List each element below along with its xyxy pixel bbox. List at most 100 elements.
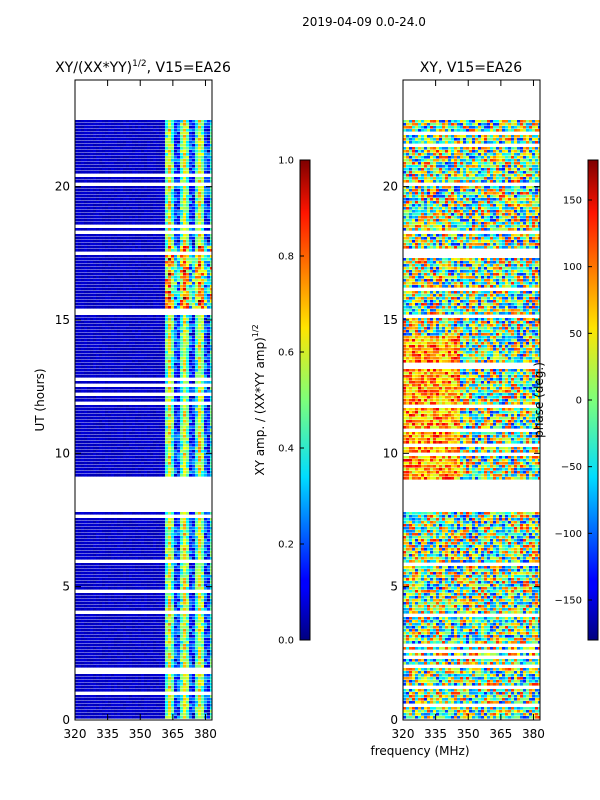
heatmap-cell [189,198,193,201]
heatmap-cell [120,219,124,222]
heatmap-cell [186,689,190,692]
heatmap-cell [114,219,118,222]
heatmap-cell [189,548,193,551]
heatmap-cell [87,605,91,608]
heatmap-cell [177,195,181,198]
heatmap-cell [108,695,112,698]
heatmap-cell [117,162,121,165]
heatmap-cell [87,545,91,548]
heatmap-cell [96,596,100,599]
heatmap-cell [153,153,157,156]
heatmap-cell [174,138,178,141]
heatmap-cell [183,147,187,150]
heatmap-cell [186,599,190,602]
heatmap-cell [99,201,103,204]
heatmap-cell [138,201,142,204]
heatmap-cell [96,560,100,563]
heatmap-cell [144,542,148,545]
heatmap-cell [207,566,211,569]
heatmap-cell [123,183,127,186]
heatmap-cell [117,174,121,177]
heatmap-cell [207,530,211,533]
heatmap-cell [99,566,103,569]
heatmap-cell [75,159,79,162]
heatmap-cell [102,680,106,683]
heatmap-cell [135,590,139,593]
heatmap-cell [105,710,109,713]
heatmap-cell [84,611,88,614]
heatmap-cell [102,219,106,222]
heatmap-cell [102,692,106,695]
heatmap-cell [180,213,184,216]
heatmap-cell [207,213,211,216]
heatmap-cell [81,602,85,605]
heatmap-cell [210,228,212,231]
heatmap-cell [90,135,94,138]
heatmap-cell [132,195,136,198]
heatmap-cell [201,611,205,614]
heatmap-cell [141,629,145,632]
heatmap-cell [93,665,97,668]
heatmap-cell [93,144,97,147]
heatmap-cell [210,557,212,560]
heatmap-cell [153,159,157,162]
heatmap-cell [165,548,169,551]
heatmap-cell [210,207,212,210]
heatmap-cell [204,192,208,195]
heatmap-cell [129,536,133,539]
heatmap-cell [180,671,184,674]
heatmap-cell [186,551,190,554]
heatmap-cell [210,599,212,602]
heatmap-cell [195,680,199,683]
heatmap-cell [117,662,121,665]
heatmap-cell [147,710,151,713]
heatmap-cell [162,692,166,695]
heatmap-cell [78,578,82,581]
heatmap-cell [147,668,151,671]
heatmap-cell [183,674,187,677]
heatmap-cell [192,225,196,228]
heatmap-cell [105,626,109,629]
heatmap-cell [111,695,115,698]
heatmap-cell [180,542,184,545]
heatmap-cell [132,662,136,665]
heatmap-cell [198,192,202,195]
heatmap-cell [171,180,175,183]
heatmap-cell [201,668,205,671]
heatmap-cell [156,144,160,147]
heatmap-cell [168,674,172,677]
heatmap-cell [84,686,88,689]
heatmap-cell [105,590,109,593]
heatmap-cell [162,569,166,572]
heatmap-cell [162,635,166,638]
heatmap-cell [135,192,139,195]
heatmap-cell [180,180,184,183]
heatmap-cell [186,650,190,653]
heatmap-cell [156,551,160,554]
heatmap-cell [144,656,148,659]
heatmap-cell [168,177,172,180]
heatmap-cell [84,668,88,671]
heatmap-cell [135,551,139,554]
heatmap-cell [189,593,193,596]
heatmap-cell [204,545,208,548]
heatmap-cell [81,150,85,153]
heatmap-cell [150,168,154,171]
heatmap-cell [93,207,97,210]
heatmap-cell [174,521,178,524]
heatmap-cell [144,641,148,644]
heatmap-cell [174,563,178,566]
heatmap-cell [210,716,212,719]
heatmap-cell [159,677,163,680]
heatmap-cell [111,629,115,632]
heatmap-cell [210,641,212,644]
heatmap-cell [105,632,109,635]
heatmap-cell [183,225,187,228]
heatmap-cell [201,216,205,219]
heatmap-cell [186,560,190,563]
heatmap-cell [108,183,112,186]
heatmap-cell [180,599,184,602]
heatmap-cell [153,539,157,542]
heatmap-cell [111,716,115,719]
heatmap-cell [144,662,148,665]
